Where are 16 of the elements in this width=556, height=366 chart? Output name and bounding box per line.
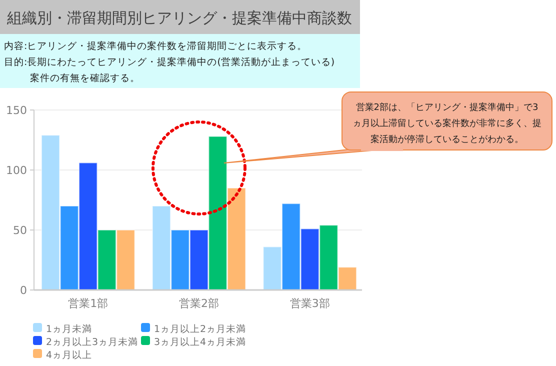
x-tick-label: 営業2部 bbox=[179, 297, 219, 310]
chart-subtitle: 内容:ヒアリング・提案準備中の案件数を滞留期間ごとに表示する。 bbox=[4, 40, 308, 52]
legend-label: 3ヵ月以上4ヵ月未満 bbox=[154, 336, 246, 348]
y-tick-label: 100 bbox=[6, 164, 27, 177]
legend-label: 2ヵ月以上3ヵ月未満 bbox=[46, 336, 138, 348]
legend-label: 1ヵ月未満 bbox=[46, 323, 92, 335]
x-tick-label: 営業3部 bbox=[290, 297, 330, 310]
y-tick-label: 150 bbox=[6, 104, 27, 117]
y-tick-label: 50 bbox=[13, 224, 27, 237]
y-tick-label: 0 bbox=[20, 284, 27, 297]
chart-title: 組織別・滞留期間別ヒアリング・提案準備中商談数 bbox=[6, 9, 352, 27]
legend-label: 1ヵ月以上2ヵ月未満 bbox=[154, 323, 246, 335]
text: 目的:長期にわたってヒアリング・提案準備中の(営業活動が止まっている)案件の有無を確認する。 bbox=[4, 56, 335, 84]
legend-label: 4ヵ月以上 bbox=[46, 349, 92, 361]
annotation: 営業2部は、「ヒアリング・提案準備中」で3ヵ月以上滞留している案件数が非常に多く、提案活動が停滞していることがわかる。 bbox=[352, 102, 542, 145]
x-tick-label: 営業1部 bbox=[68, 297, 108, 310]
